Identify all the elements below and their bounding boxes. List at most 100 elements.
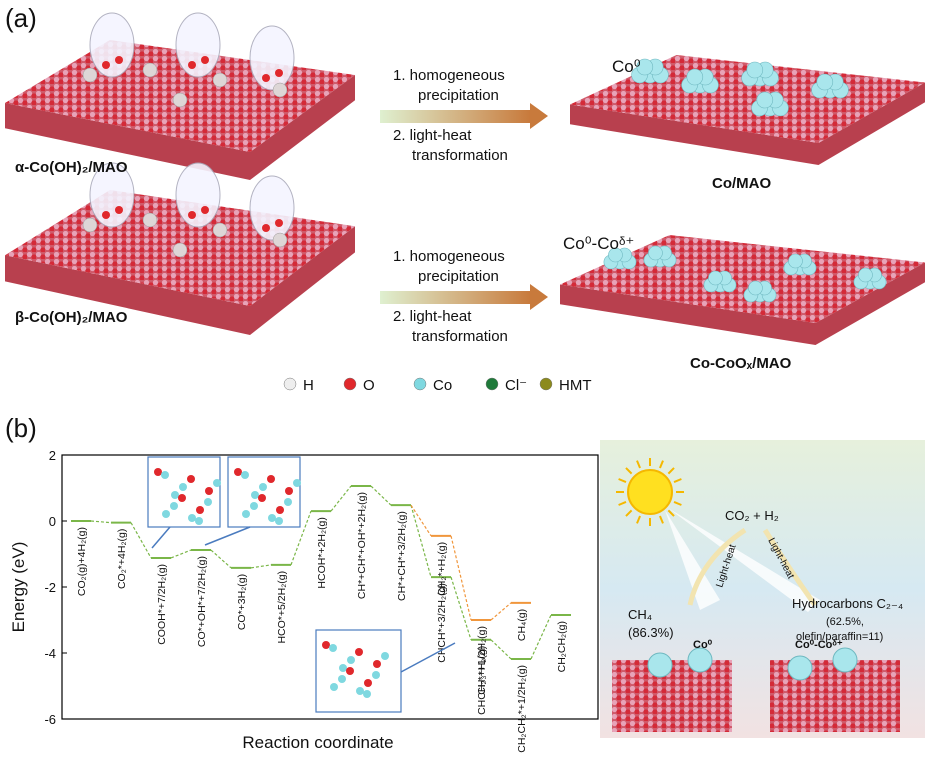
x-axis-label: Reaction coordinate: [242, 733, 393, 752]
sun-ray: [659, 460, 664, 469]
step-text: 2. light-heat: [393, 308, 472, 325]
atom: [272, 232, 288, 248]
level-label: CO₂*+4H₂(g): [116, 529, 128, 589]
co-cluster: [756, 91, 774, 109]
connector: [530, 614, 552, 660]
atom: [329, 644, 337, 652]
atom: [115, 56, 123, 64]
legend-label: H: [303, 377, 314, 394]
atom: [262, 74, 270, 82]
atom: [338, 675, 346, 683]
connector: [90, 520, 112, 524]
connector: [170, 549, 192, 559]
atom: [212, 72, 228, 88]
illustrations: [5, 12, 925, 345]
level-label: CO₂(g)+4H₂(g): [76, 527, 88, 596]
level-label: CH*+CH*+3/2H₂(g): [396, 511, 408, 601]
step-text: transformation: [412, 328, 508, 345]
atom: [204, 498, 212, 506]
atom: [258, 494, 266, 502]
level-label: HCOH*+2H₂(g): [316, 517, 328, 588]
energy-chart: -6 -4 -2 0 2 Energy (eV) Reaction coordinate CO…: [9, 448, 599, 753]
panel-label: (b): [5, 413, 37, 443]
step-text: 1. homogeneous: [393, 248, 505, 265]
level-label: CH*+CH*+OH*+2H₂(g): [356, 492, 368, 599]
arrow-body: [380, 291, 530, 304]
sun-ray: [618, 501, 627, 506]
level-label: CH₃*+1/2H₂(g): [476, 626, 488, 695]
atom: [276, 506, 284, 514]
light-beam: [668, 508, 820, 612]
atom: [275, 219, 283, 227]
legend-label: O: [363, 377, 375, 394]
atom: [154, 468, 162, 476]
legend-swatch: [343, 377, 357, 391]
atom: [275, 517, 283, 525]
y-tick-label: 2: [49, 448, 56, 463]
sun-ray: [636, 460, 641, 469]
precursor-label: α-Co(OH)₂/MAO: [15, 159, 128, 176]
atom: [285, 487, 293, 495]
co-cluster: [858, 267, 873, 283]
support-side: [570, 82, 925, 165]
sun-ray: [667, 467, 675, 475]
sun: [627, 469, 673, 515]
sun-ray: [618, 478, 627, 483]
scheme: CO₂ + H₂ CH₄ (86.3%) Hydrocarbons C₂₋₄ (62.5…: [612, 458, 903, 732]
atom: [259, 483, 267, 491]
atom: [179, 483, 187, 491]
slab: [612, 660, 732, 732]
connector: [370, 485, 392, 506]
atom: [161, 471, 169, 479]
atom: [364, 679, 372, 687]
co-cluster: [687, 647, 713, 673]
product-label: Co/MAO: [712, 175, 771, 192]
sun-ray: [636, 515, 641, 524]
atom: [171, 491, 179, 499]
connector: [490, 602, 512, 621]
atom: [363, 690, 371, 698]
atom: [284, 498, 292, 506]
hmt-bubble: [175, 12, 221, 78]
atom: [102, 211, 110, 219]
light-beam: [665, 510, 720, 610]
pointer: [151, 526, 171, 549]
connector: [410, 504, 432, 578]
y-tick-label: -6: [44, 712, 56, 727]
connector: [210, 549, 232, 569]
atom: [355, 648, 363, 656]
atom: [82, 67, 98, 83]
co-cluster: [608, 247, 623, 263]
atom: [347, 656, 355, 664]
atom: [188, 211, 196, 219]
atom: [188, 514, 196, 522]
co-cluster: [748, 280, 763, 296]
co-cluster: [787, 655, 813, 681]
co-cluster: [648, 245, 663, 261]
level-label: CH₂*+H₂(g): [436, 542, 448, 596]
atom: [178, 494, 186, 502]
atom: [234, 468, 242, 476]
scheme-text: (62.5%,: [826, 616, 864, 628]
labels: α-Co(OH)₂/MAO 1. homogeneous precipitation…: [15, 57, 792, 394]
atom: [187, 475, 195, 483]
atom: [339, 664, 347, 672]
scheme-text: Co⁰-Coᵟ⁺: [795, 639, 843, 651]
co-cluster: [746, 61, 764, 79]
scheme-text: olefin/paraffin=11): [796, 631, 883, 643]
atom: [372, 671, 380, 679]
arrow-head: [530, 103, 548, 129]
support-side: [5, 75, 355, 180]
path-arrow: [687, 527, 747, 606]
atom: [242, 510, 250, 518]
atom: [272, 82, 288, 98]
atom: [356, 687, 364, 695]
atom: [262, 224, 270, 232]
atom: [250, 502, 258, 510]
co-cluster: [788, 253, 803, 269]
hmt-bubble: [89, 12, 135, 78]
level-label: CO*+OH*+7/2H₂(g): [196, 556, 208, 647]
level-label: HCO*+5/2H₂(g): [276, 571, 288, 644]
path-arrow: [762, 528, 818, 607]
y-axis-label: Energy (eV): [9, 542, 28, 633]
